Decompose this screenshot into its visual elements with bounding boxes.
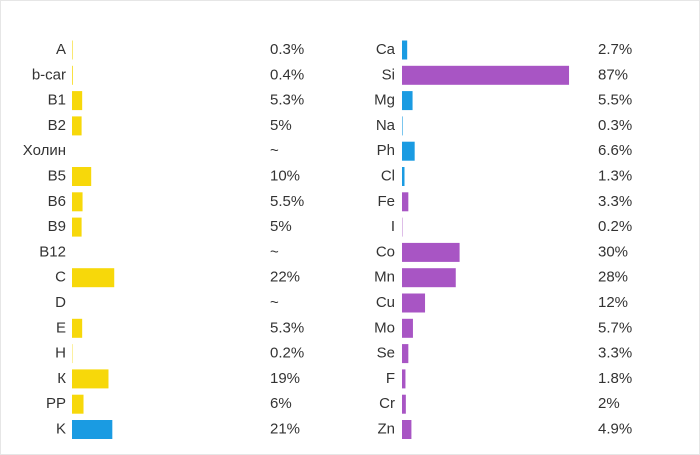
bar bbox=[402, 167, 405, 186]
value-label: ~ bbox=[270, 294, 279, 311]
bar bbox=[402, 65, 570, 85]
value-label: 30% bbox=[598, 243, 628, 260]
nutrient-label: Ca bbox=[376, 41, 396, 58]
value-label: 0.3% bbox=[270, 41, 304, 58]
nutrient-label: Cu bbox=[376, 294, 395, 311]
value-label: 28% bbox=[598, 269, 628, 286]
value-label: 0.2% bbox=[270, 345, 304, 362]
nutrient-label: B12 bbox=[39, 243, 66, 260]
value-label: 2.7% bbox=[598, 41, 632, 58]
nutrient-label: Se bbox=[377, 345, 395, 362]
nutrient-label: Zn bbox=[377, 420, 395, 437]
bar bbox=[72, 192, 83, 212]
nutrient-label: A bbox=[56, 41, 66, 58]
value-label: 5.3% bbox=[270, 319, 304, 336]
bar bbox=[402, 369, 406, 389]
value-label: 6% bbox=[270, 395, 292, 412]
nutrient-label: I bbox=[391, 218, 395, 235]
value-label: 1.3% bbox=[598, 167, 632, 184]
value-label: 21% bbox=[270, 420, 300, 437]
bar bbox=[402, 91, 413, 111]
nutrient-label: Cl bbox=[381, 167, 395, 184]
nutrient-label: PP bbox=[46, 395, 66, 412]
nutrient-label: b-car bbox=[32, 66, 66, 83]
bar bbox=[72, 318, 83, 338]
value-label: 12% bbox=[598, 294, 628, 311]
value-label: 0.3% bbox=[598, 117, 632, 134]
bar bbox=[72, 167, 92, 186]
bar bbox=[72, 116, 82, 136]
value-label: 5.3% bbox=[270, 92, 304, 109]
nutrient-label: B6 bbox=[48, 193, 66, 210]
bar bbox=[402, 116, 403, 136]
nutrient-label: Mn bbox=[374, 269, 395, 286]
bar bbox=[72, 394, 84, 414]
bar bbox=[402, 141, 415, 161]
value-label: 6.6% bbox=[598, 142, 632, 159]
nutrient-label: K bbox=[56, 420, 66, 437]
value-label: ~ bbox=[270, 142, 279, 159]
bar bbox=[72, 420, 113, 439]
nutrient-label: B9 bbox=[48, 218, 66, 235]
nutrient-label: Co bbox=[376, 243, 395, 260]
nutrient-label: B5 bbox=[48, 167, 66, 184]
bar bbox=[402, 318, 413, 338]
nutrient-label: C bbox=[55, 269, 66, 286]
value-label: ~ bbox=[270, 243, 279, 260]
nutrient-label: Холин bbox=[23, 142, 66, 159]
nutrient-label: B1 bbox=[48, 92, 66, 109]
bar bbox=[402, 344, 409, 364]
bar bbox=[402, 192, 409, 212]
value-label: 0.2% bbox=[598, 218, 632, 235]
value-label: 3.3% bbox=[598, 345, 632, 362]
nutrient-label: Si bbox=[382, 66, 395, 83]
value-label: 0.4% bbox=[270, 66, 304, 83]
bar bbox=[72, 268, 115, 288]
nutrient-label: Ph bbox=[377, 142, 395, 159]
value-label: 10% bbox=[270, 167, 300, 184]
value-label: 87% bbox=[598, 66, 628, 83]
nutrient-label: Cr bbox=[379, 395, 395, 412]
bar bbox=[402, 420, 412, 439]
value-label: 3.3% bbox=[598, 193, 632, 210]
nutrient-label: Na bbox=[376, 117, 396, 134]
value-label: 2% bbox=[598, 395, 620, 412]
bar bbox=[402, 268, 456, 288]
value-label: 19% bbox=[270, 370, 300, 387]
bar bbox=[402, 40, 408, 60]
value-label: 5.5% bbox=[598, 92, 632, 109]
value-label: 5% bbox=[270, 218, 292, 235]
nutrient-label: H bbox=[55, 345, 66, 362]
bar bbox=[72, 40, 73, 60]
nutrient-label: F bbox=[386, 370, 395, 387]
nutrient-label: Fe bbox=[377, 193, 395, 210]
nutrient-label: Mo bbox=[374, 319, 395, 336]
value-label: 5% bbox=[270, 117, 292, 134]
bar bbox=[402, 394, 406, 414]
value-label: 22% bbox=[270, 269, 300, 286]
nutrient-label: B2 bbox=[48, 117, 66, 134]
value-label: 1.8% bbox=[598, 370, 632, 387]
value-label: 5.5% bbox=[270, 193, 304, 210]
nutrient-label: Mg bbox=[374, 92, 395, 109]
nutrient-label: D bbox=[55, 294, 66, 311]
value-label: 5.7% bbox=[598, 319, 632, 336]
bar bbox=[72, 369, 109, 389]
bar bbox=[72, 217, 82, 237]
bar bbox=[72, 91, 83, 111]
nutrient-label: К bbox=[57, 370, 66, 387]
nutrient-label: E bbox=[56, 319, 66, 336]
bar bbox=[72, 65, 73, 85]
value-label: 4.9% bbox=[598, 420, 632, 437]
bar bbox=[402, 242, 460, 262]
bar bbox=[402, 293, 426, 313]
